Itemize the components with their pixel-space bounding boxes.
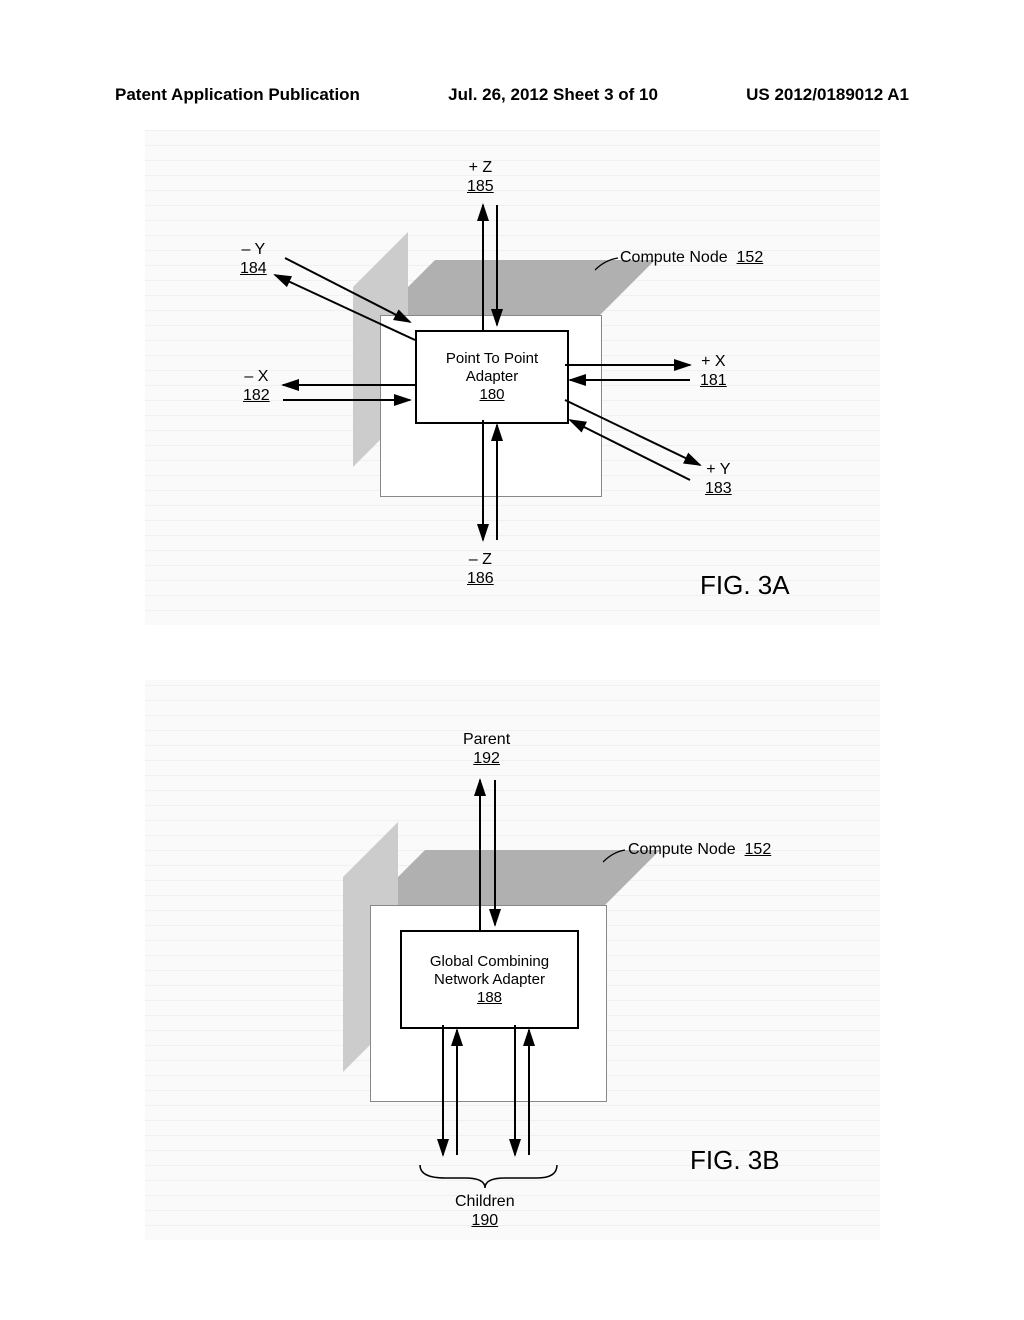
plus-y-label: + Y 183 bbox=[705, 460, 732, 498]
figure-3b-caption: FIG. 3B bbox=[690, 1145, 780, 1176]
figure-3a-panel: Point To Point Adapter 180 + Z bbox=[145, 130, 880, 625]
plus-x-label: + X 181 bbox=[700, 352, 727, 390]
adapter-b-line1: Global Combining bbox=[402, 953, 577, 971]
page-header: Patent Application Publication Jul. 26, … bbox=[0, 85, 1024, 105]
adapter-a-line2: Adapter bbox=[417, 368, 567, 386]
compute-node-label-b: Compute Node 152 bbox=[628, 840, 771, 859]
figure-3a-caption: FIG. 3A bbox=[700, 570, 790, 601]
children-label: Children 190 bbox=[455, 1192, 515, 1230]
header-right: US 2012/0189012 A1 bbox=[746, 85, 909, 105]
adapter-b-line2: Network Adapter bbox=[402, 971, 577, 989]
point-to-point-adapter: Point To Point Adapter 180 bbox=[415, 330, 569, 424]
header-left: Patent Application Publication bbox=[115, 85, 360, 105]
minus-y-label: – Y 184 bbox=[240, 240, 267, 278]
header-center: Jul. 26, 2012 Sheet 3 of 10 bbox=[448, 85, 658, 105]
compute-node-label-a: Compute Node 152 bbox=[620, 248, 763, 267]
global-combining-adapter: Global Combining Network Adapter 188 bbox=[400, 930, 579, 1029]
figure-3b-panel: Global Combining Network Adapter 188 Par… bbox=[145, 680, 880, 1240]
minus-z-label: – Z 186 bbox=[467, 550, 494, 588]
parent-label: Parent 192 bbox=[463, 730, 510, 768]
plus-z-label: + Z 185 bbox=[467, 158, 494, 196]
minus-x-label: – X 182 bbox=[243, 367, 270, 405]
adapter-a-line1: Point To Point bbox=[417, 350, 567, 368]
adapter-a-ref: 180 bbox=[417, 386, 567, 404]
adapter-b-ref: 188 bbox=[402, 989, 577, 1007]
